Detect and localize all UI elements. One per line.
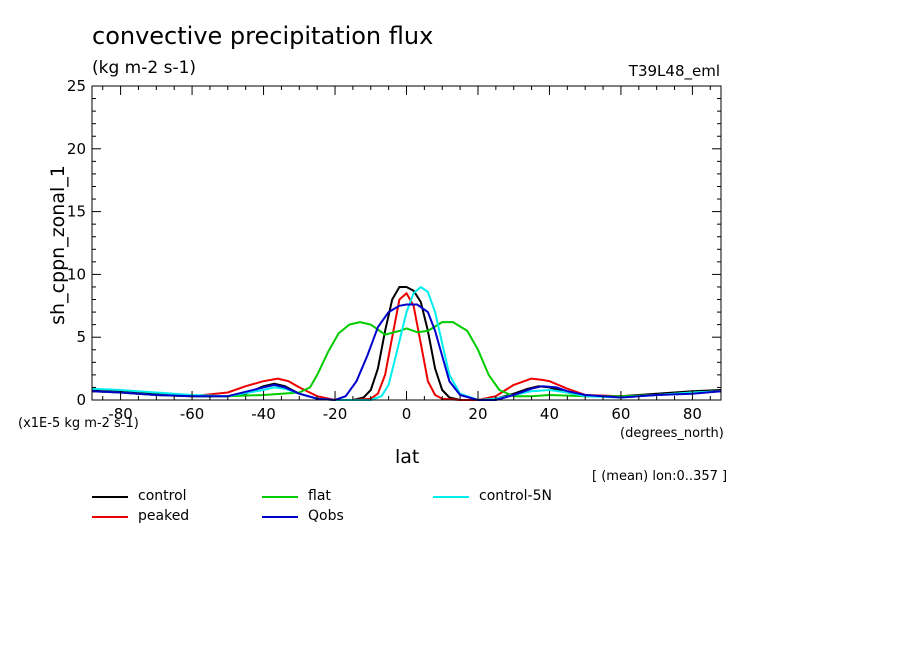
scale-note: (x1E-5 kg m-2 s-1)	[18, 416, 139, 431]
series-line-Qobs	[91, 303, 722, 401]
x-tick-label: -60	[180, 405, 205, 423]
legend-label: flat	[308, 488, 331, 504]
legend-label: Qobs	[308, 508, 344, 524]
x-tick-label: 40	[540, 405, 559, 423]
legend-swatch	[262, 516, 298, 518]
legend-label: control	[138, 488, 187, 504]
legend-swatch	[433, 496, 469, 498]
y-tick-label: 25	[67, 77, 86, 95]
y-tick-label: 5	[76, 328, 86, 346]
x-tick-label: 0	[402, 405, 412, 423]
x-tick-label: 60	[611, 405, 630, 423]
legend-label: control-5N	[479, 488, 552, 504]
legend-label: peaked	[138, 508, 190, 524]
x-tick-label: -20	[323, 405, 348, 423]
footnote: [ (mean) lon:0..357 ]	[592, 469, 728, 484]
series-layer	[91, 286, 722, 401]
y-tick-label: 15	[67, 203, 86, 221]
y-tick-label: 0	[76, 391, 86, 409]
legend-swatch	[262, 496, 298, 498]
series-line-flat	[91, 321, 722, 398]
axis-layer: -80 -60 -40 -20 0 20 40 60 80 0 5 10 15 20 25	[67, 77, 722, 423]
series-line-peaked	[91, 292, 722, 401]
experiment-label: T39L48_eml	[628, 62, 720, 80]
chart-units: (kg m-2 s-1)	[92, 58, 197, 78]
y-tick-label: 10	[67, 265, 86, 283]
x-tick-label: -40	[251, 405, 276, 423]
plot-frame	[91, 85, 722, 401]
x-tick-label: 20	[468, 405, 487, 423]
series-line-control-5N	[91, 286, 722, 401]
x-tick-label: -80	[108, 405, 133, 423]
x-axis-label: lat	[395, 446, 420, 468]
chart-title: convective precipitation flux	[92, 22, 434, 50]
y-tick-label: 20	[67, 140, 86, 158]
x-axis-units: (degrees_north)	[620, 426, 724, 441]
legend-swatch	[92, 496, 128, 498]
legend-swatch	[92, 516, 128, 518]
x-tick-label: 80	[683, 405, 702, 423]
